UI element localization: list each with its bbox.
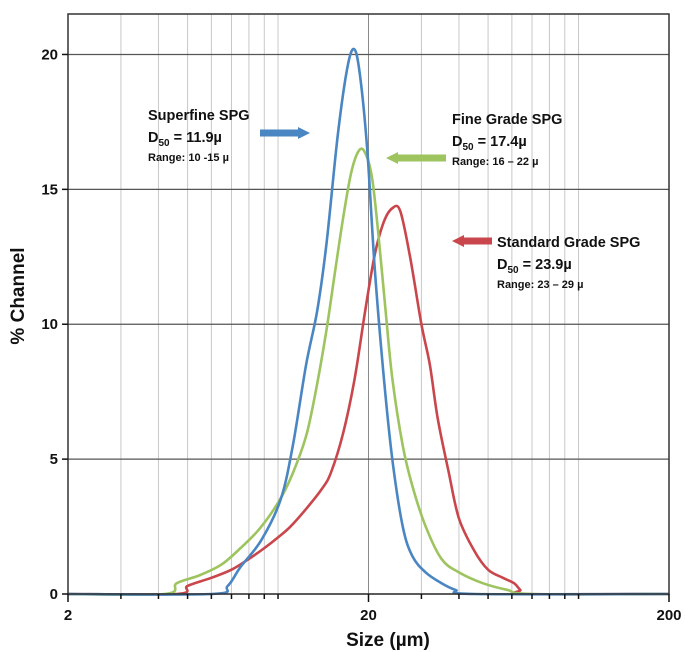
annotation-fine-grade-spg: Fine Grade SPG D50 = 17.4µ Range: 16 – 22 … (386, 112, 562, 168)
series-line-superfine-spg (67, 47, 670, 596)
arrow-icon (386, 152, 446, 164)
series-line-standard-grade-spg (67, 204, 670, 596)
grid (67, 14, 670, 595)
arrow-icon (260, 127, 310, 139)
series-lines (67, 47, 670, 597)
annotation-d50: D50 = 17.4µ (452, 134, 527, 153)
y-tick-label: 5 (50, 451, 58, 468)
annotations: Superfine SPG D50 = 11.9µ Range: 10 -15 µ F… (148, 108, 640, 291)
y-tick-label: 10 (41, 316, 58, 333)
x-axis-title: Size (µm) (346, 630, 430, 651)
annotation-range: Range: 23 – 29 µ (497, 279, 583, 291)
annotation-superfine-spg: Superfine SPG D50 = 11.9µ Range: 10 -15 µ (148, 108, 310, 164)
series-line-fine-grade-spg (67, 147, 670, 597)
annotation-range: Range: 16 – 22 µ (452, 156, 538, 168)
annotation-range: Range: 10 -15 µ (148, 152, 229, 164)
annotation-standard-grade-spg: Standard Grade SPG D50 = 23.9µ Range: 23 –… (452, 235, 640, 291)
y-tick-label: 15 (41, 181, 58, 198)
y-tick-label: 0 (50, 586, 58, 603)
annotation-title: Fine Grade SPG (452, 112, 562, 128)
arrow-icon (452, 235, 492, 247)
annotation-d50: D50 = 23.9µ (497, 257, 572, 276)
x-tick-label: 200 (656, 607, 681, 624)
annotation-d50: D50 = 11.9µ (148, 130, 222, 149)
axis-ticks: 0 5 10 15 20 2 20 200 (41, 46, 681, 624)
y-tick-label: 20 (41, 46, 58, 63)
y-axis-title: % Channel (8, 247, 29, 344)
annotation-title: Superfine SPG (148, 108, 250, 124)
x-tick-label: 20 (360, 607, 377, 624)
x-tick-label: 2 (64, 607, 72, 624)
annotation-title: Standard Grade SPG (497, 235, 640, 251)
